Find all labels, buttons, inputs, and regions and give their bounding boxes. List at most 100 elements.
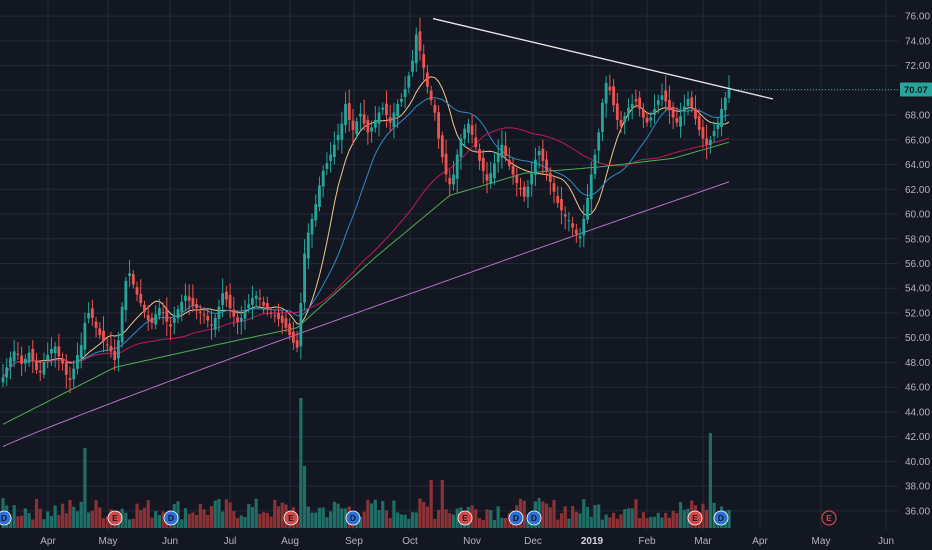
dividend-badge[interactable]: D [0,510,12,526]
candle [407,71,411,94]
candle [224,285,228,307]
candle [623,112,627,135]
candle [708,135,712,154]
volume-bar [552,499,556,528]
candle [601,98,604,142]
candle [504,131,508,162]
candle [459,133,463,170]
svg-text:D: D [168,513,174,523]
volume-bar [667,517,672,528]
last-price-label: 70.07 [904,85,928,96]
dividend-badge[interactable]: D [526,510,542,526]
candle [105,338,109,352]
candle [548,167,552,195]
time-tick-label: May [99,536,118,547]
volume-bar [187,513,191,528]
candle [604,75,608,118]
candle [556,186,560,208]
volume-bar [232,510,236,528]
volume-bar [269,516,273,528]
candle [686,91,690,116]
earnings-badge[interactable]: E [107,510,123,526]
earnings-badge[interactable]: E [821,510,837,526]
trendline-layer[interactable] [432,17,774,100]
volume-bar [161,511,165,528]
candle [57,333,61,371]
dividend-badge[interactable]: D [163,510,179,526]
candle [98,322,102,340]
volume-bar [589,516,593,528]
candle [135,281,139,302]
resistance-trendline[interactable] [432,17,774,100]
candle [571,216,575,237]
candle [496,139,500,173]
candle [515,167,519,197]
volume-bar [135,503,139,528]
candle [656,94,660,114]
candle [534,147,537,187]
volume-bar [541,501,545,528]
volume-bar [451,514,456,528]
volume-bar [127,519,132,528]
volume-bar [64,513,68,528]
candle [146,305,150,331]
candle [247,293,251,313]
candle [437,105,440,149]
candle [478,143,481,171]
candle [336,123,340,151]
earnings-badge[interactable]: E [687,510,703,526]
candle [351,109,355,145]
earnings-badge[interactable]: E [283,510,299,526]
candle [396,99,400,128]
candle [567,211,571,232]
volume-bar [582,499,586,528]
candle [541,139,545,174]
price-axis[interactable]: 76.0074.0072.0070.0068.0066.0064.0062.00… [898,0,932,530]
candle [403,76,407,109]
time-tick-label: Oct [402,536,418,547]
candle [522,181,526,202]
dividend-badge[interactable]: D [508,510,524,526]
volume-bar [705,509,709,528]
volume-bar [310,512,314,528]
candle [340,111,344,154]
time-axis[interactable]: Apr May Jun Jul Aug Sep Oct Nov Dec 2019 Feb Mar Apr… [0,530,932,550]
volume-bar [60,503,65,528]
candle [422,44,426,81]
candle [72,360,76,388]
candle [90,299,94,326]
candle [511,158,515,185]
candle [35,353,38,374]
candle [303,239,306,311]
earnings-badge[interactable]: E [457,510,473,526]
volume-bar [176,501,180,528]
candle [165,297,169,336]
candle [444,139,448,183]
candle [381,102,385,115]
candle [221,278,225,318]
candle [254,290,258,308]
candle [645,112,649,127]
candle [485,162,489,194]
volume-bar [336,503,340,528]
candle [265,296,269,316]
volume-bar [485,509,489,528]
price-tick-label: 62.00 [905,185,930,196]
time-tick-label: Dec [524,536,542,547]
volume-bar [708,433,712,528]
volume-bar [623,509,627,528]
candle [537,145,541,169]
dividend-badge[interactable]: D [713,510,729,526]
dividend-badge[interactable]: D [345,510,361,526]
candle [176,305,180,324]
volume-bar [433,518,437,528]
candle [23,354,27,372]
candle [664,75,668,111]
candle [131,270,135,289]
candle [94,316,98,338]
volume-bar [362,511,366,528]
volume-bar [679,502,683,528]
candle [586,183,589,224]
time-tick-label: Mar [694,536,712,547]
